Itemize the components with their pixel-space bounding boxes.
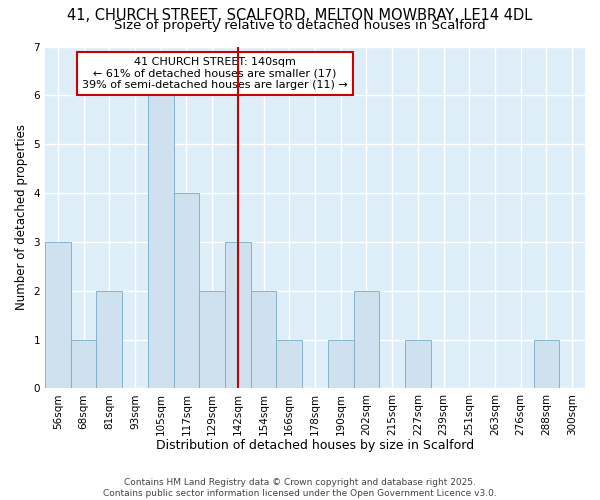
Bar — [45, 242, 71, 388]
Text: 41, CHURCH STREET, SCALFORD, MELTON MOWBRAY, LE14 4DL: 41, CHURCH STREET, SCALFORD, MELTON MOWB… — [67, 8, 533, 22]
Bar — [71, 340, 97, 388]
Y-axis label: Number of detached properties: Number of detached properties — [15, 124, 28, 310]
Bar — [328, 340, 353, 388]
Text: Contains HM Land Registry data © Crown copyright and database right 2025.
Contai: Contains HM Land Registry data © Crown c… — [103, 478, 497, 498]
Bar — [251, 290, 277, 388]
Bar — [148, 96, 173, 389]
Bar — [97, 290, 122, 388]
Bar — [353, 290, 379, 388]
Bar — [225, 242, 251, 388]
Bar — [533, 340, 559, 388]
Bar — [199, 290, 225, 388]
Bar — [405, 340, 431, 388]
X-axis label: Distribution of detached houses by size in Scalford: Distribution of detached houses by size … — [156, 440, 474, 452]
Text: 41 CHURCH STREET: 140sqm
← 61% of detached houses are smaller (17)
39% of semi-d: 41 CHURCH STREET: 140sqm ← 61% of detach… — [82, 57, 348, 90]
Bar — [277, 340, 302, 388]
Text: Size of property relative to detached houses in Scalford: Size of property relative to detached ho… — [114, 18, 486, 32]
Bar — [173, 193, 199, 388]
